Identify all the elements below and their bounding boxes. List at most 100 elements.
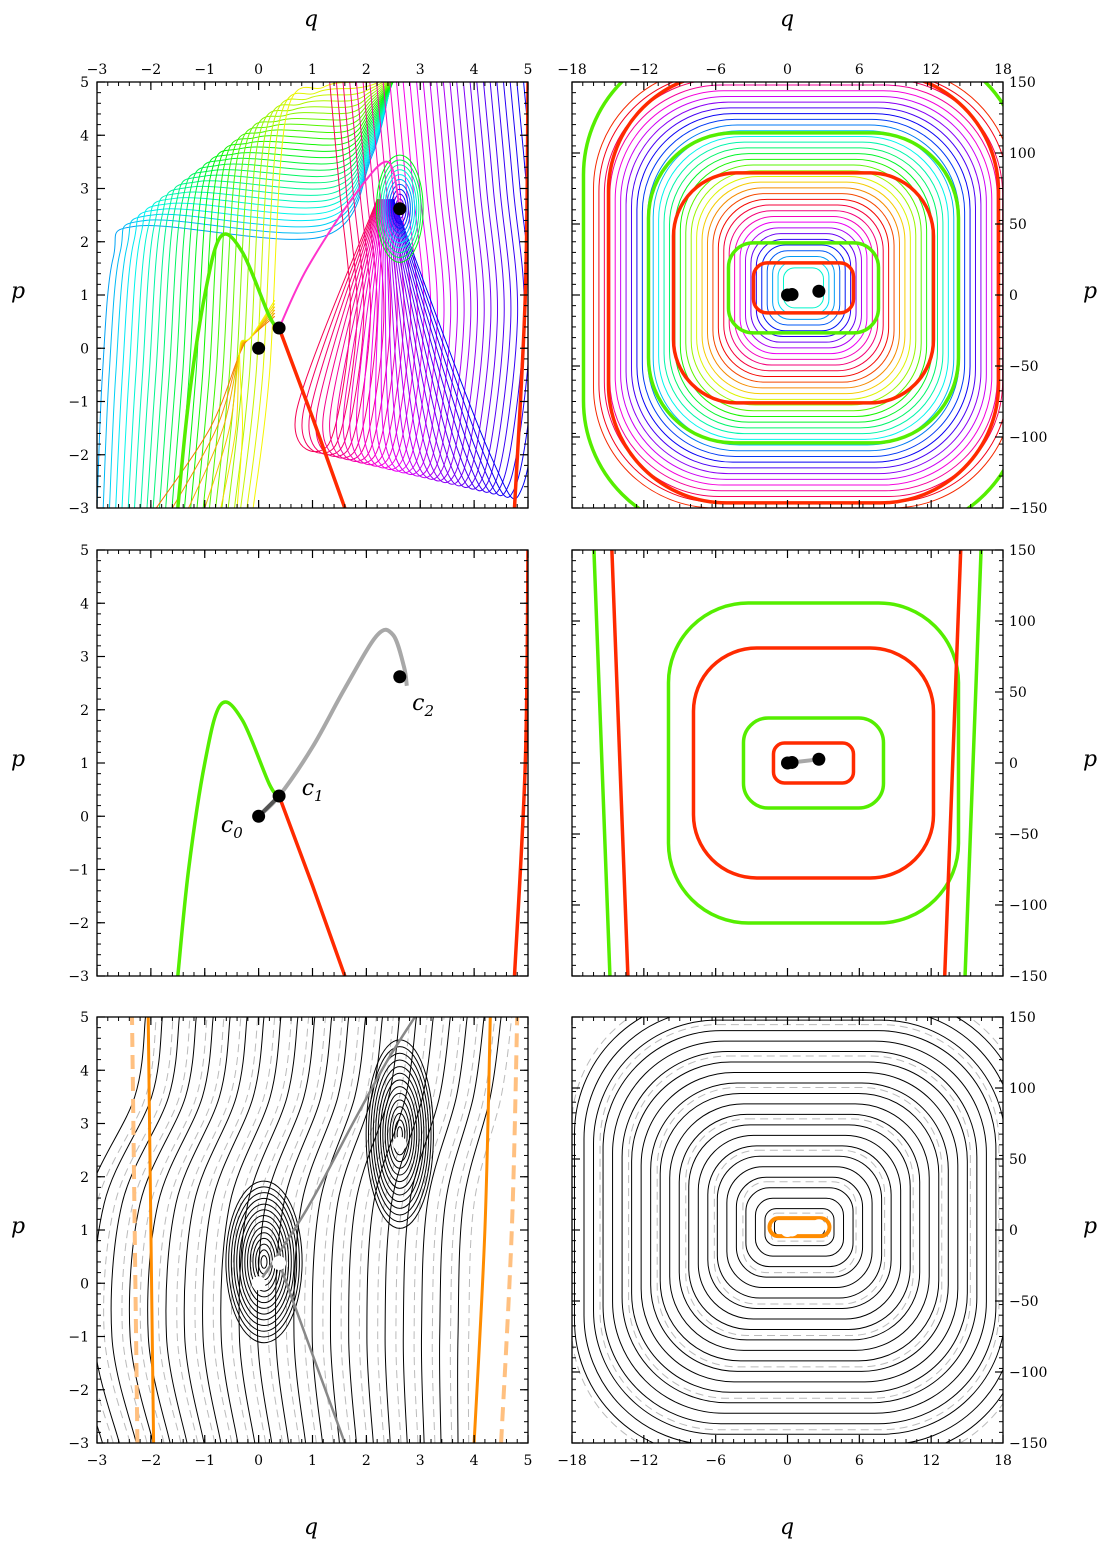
ylabel-right-top: p <box>1083 279 1097 304</box>
flow-line <box>630 107 976 469</box>
y-tick-label: 2 <box>80 1170 89 1186</box>
separatrix <box>726 241 881 335</box>
critical-point-c2 <box>812 284 826 298</box>
annotation-c1: c1 <box>302 776 324 805</box>
level-curve-dashed <box>599 1024 1000 1431</box>
y-tick-label: −1 <box>68 395 89 411</box>
y-tick-label: −100 <box>1009 898 1047 914</box>
x-tick-label: −2 <box>141 62 162 78</box>
level-curve-dashed <box>176 1017 242 1443</box>
level-curve <box>420 1017 468 1443</box>
flow-line <box>386 82 472 482</box>
spiral-ring <box>382 169 418 249</box>
y-tick-label: −50 <box>1009 359 1039 375</box>
flow-line <box>386 82 465 480</box>
flow-line <box>349 82 405 466</box>
level-curve-dashed <box>322 1017 377 1443</box>
flow-line <box>391 82 525 495</box>
critical-point-c2 <box>812 752 826 766</box>
separatrix <box>751 261 856 315</box>
left-top-plot-area <box>97 82 528 508</box>
flow-line <box>308 82 379 456</box>
level-curve-dashed <box>685 1118 914 1336</box>
outer-separatrix <box>942 550 963 976</box>
level-curve <box>707 1145 892 1309</box>
y-tick-label: 50 <box>1009 1152 1027 1168</box>
y-tick-label: 1 <box>80 288 89 304</box>
flow-line <box>159 82 394 508</box>
level-curve <box>220 1017 282 1443</box>
orange-loop <box>767 1216 832 1239</box>
x-tick-label: 6 <box>855 1453 864 1469</box>
x-tick-label: 0 <box>783 1453 792 1469</box>
heteroclinic-curve <box>257 627 409 818</box>
level-curve <box>147 1017 214 1443</box>
level-curve <box>678 1113 921 1341</box>
orange-curve <box>146 1017 156 1443</box>
spiral-ring <box>370 1052 430 1216</box>
green-separatrix <box>176 700 281 976</box>
panel-right-middle: −150 −100 −50 0 50 100 150 <box>571 543 1047 985</box>
x-tick-label: 4 <box>470 1453 479 1469</box>
flow-line <box>739 221 868 355</box>
level-curve <box>650 1082 949 1372</box>
y-tick-label: −50 <box>1009 827 1039 843</box>
y-tick-label: 4 <box>80 1063 89 1079</box>
flow-line <box>115 82 393 508</box>
flow-line <box>315 82 380 457</box>
spiral-ring <box>387 1099 413 1169</box>
x-tick-label: 0 <box>783 62 792 78</box>
critical-point-c1 <box>272 789 286 803</box>
x-tick-label: −3 <box>87 1453 108 1469</box>
flow-line <box>625 101 982 475</box>
x-tick-label: 12 <box>922 1453 940 1469</box>
x-tick-label: −2 <box>141 1453 162 1469</box>
spiral-ring <box>390 188 409 229</box>
y-tick-label: 5 <box>80 75 89 91</box>
critical-point-c2 <box>393 202 407 216</box>
level-curve-dashed <box>358 1017 411 1443</box>
critical-point-c0 <box>252 341 266 355</box>
level-curve <box>745 1187 854 1268</box>
y-tick-label: −3 <box>68 1436 89 1452</box>
flow-line <box>246 82 381 508</box>
x-tick-label: −18 <box>557 1453 587 1469</box>
panel-left-bottom: −3 −2 −1 0 1 2 3 4 5 −3 −2 −1 0 1 2 3 4 5 <box>68 1010 532 1469</box>
critical-point-c1 <box>272 1256 287 1271</box>
annotation-c2: c2 <box>412 691 434 720</box>
level-curve <box>311 1017 367 1443</box>
level-curve-dashed <box>103 1017 174 1443</box>
bottom-xlabel-left: q <box>304 1515 318 1540</box>
ylabel-left-bottom: p <box>11 1214 25 1239</box>
flow-line <box>392 82 528 500</box>
outer-separatrix <box>592 550 612 976</box>
spiral-ring <box>378 159 422 258</box>
panel-right-top: −18 −12 −6 0 6 12 18 −150 −100 −50 0 50 100 150 <box>557 62 1047 517</box>
level-curve <box>110 1017 180 1443</box>
flow-line <box>636 113 971 463</box>
flow-line <box>97 82 392 508</box>
orange-dashed-curve <box>130 1017 140 1443</box>
right-top-frame <box>571 81 1004 509</box>
separatrix <box>646 131 961 445</box>
right-middle-frame <box>571 549 1004 977</box>
level-curve-dashed <box>231 1017 293 1443</box>
right-top-plot-area <box>581 82 1003 508</box>
y-tick-label: −100 <box>1009 1365 1047 1381</box>
x-tick-label: −3 <box>87 62 108 78</box>
y-tick-label: 3 <box>80 1117 89 1133</box>
spiral-ring <box>384 1092 415 1176</box>
flow-line <box>598 82 1003 503</box>
critical-point-c2 <box>392 1136 407 1151</box>
level-curve-dashed <box>742 1181 857 1274</box>
flow-line <box>641 118 966 457</box>
red-separatrix <box>277 327 347 508</box>
y-tick-label: 0 <box>1009 756 1018 772</box>
y-tick-label: −2 <box>68 1383 89 1399</box>
y-tick-label: 3 <box>80 650 89 666</box>
flow-line <box>712 193 895 383</box>
outer-separatrix <box>610 550 630 976</box>
spiral-ring <box>391 1112 408 1156</box>
y-tick-label: 150 <box>1009 75 1036 91</box>
spiral-ring <box>382 1086 418 1183</box>
